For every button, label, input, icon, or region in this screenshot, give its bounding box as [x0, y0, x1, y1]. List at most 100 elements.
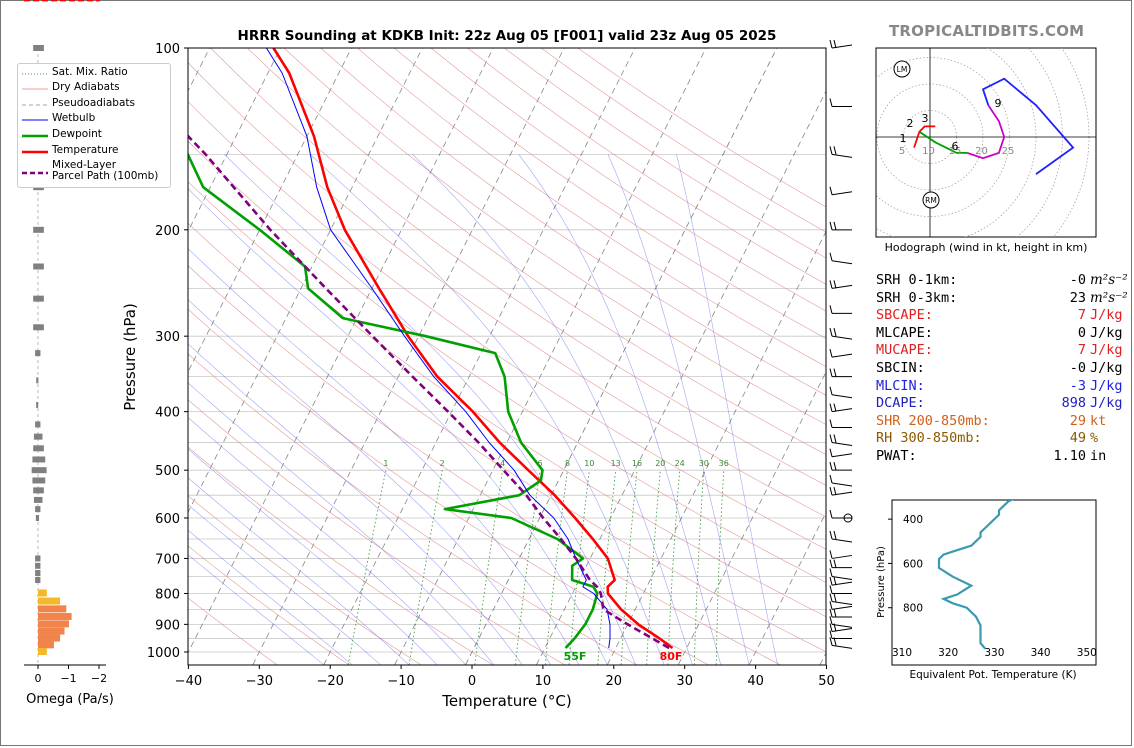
- pseudoadiabat: [188, 382, 495, 665]
- mixing-ratio-line: [646, 470, 661, 665]
- isotherm-line: [188, 48, 423, 514]
- pseudoadiabat: [188, 343, 523, 665]
- chart-legend: Sat. Mix. Ratio Dry Adiabats Pseudoadiab…: [17, 63, 171, 188]
- hodograph-trace: [981, 77, 1075, 175]
- stat-label: PWAT:: [876, 447, 917, 464]
- dry-adiabat: [188, 545, 350, 665]
- hodograph-clip-group: [876, 48, 1096, 237]
- stat-row: PWAT: 1.10 in: [876, 448, 1128, 466]
- stat-label: SRH 0-3km:: [876, 289, 958, 306]
- dry-adiabat: [357, 48, 826, 367]
- stat-unit: J/kg: [1090, 342, 1123, 359]
- sounding-stats: SRH 0-1km: -0 m²s⁻² SRH 0-3km: 23 m²s⁻² SBCAPE…: [876, 272, 1128, 466]
- wind-barb: [829, 328, 853, 340]
- dry-adiabat: [188, 181, 826, 618]
- hodograph-trace: [966, 104, 1006, 160]
- pseudoadiabat: [188, 504, 381, 665]
- barb-flag: [829, 509, 833, 519]
- stat-value: -0: [1069, 359, 1086, 376]
- surface-dewpoint-label: 55F: [564, 650, 587, 663]
- hodograph-ring-label: 10: [922, 146, 935, 157]
- wind-barb: [829, 559, 852, 569]
- wind-barb: [829, 305, 852, 314]
- omega-bar-orange: [38, 597, 61, 605]
- isotherm-line: [188, 48, 352, 373]
- stat-unit: m²s⁻²: [1090, 272, 1128, 288]
- wind-barb: [829, 577, 853, 586]
- hodograph-ring-label: 5: [899, 146, 905, 157]
- stat-value: -0: [1069, 272, 1086, 288]
- stat-unit: J/kg: [1090, 307, 1123, 324]
- stat-label: DCAPE:: [876, 395, 925, 412]
- theta-e-x-tick-label: 340: [1031, 647, 1051, 659]
- wind-barb: [829, 98, 852, 108]
- theta-e-frame: [891, 499, 1097, 666]
- theta-e-y-tick-label: 800: [903, 603, 923, 615]
- wind-barb: [829, 221, 852, 231]
- dry-adiabat: [188, 597, 278, 665]
- theta-e-line: [937, 500, 1014, 650]
- wind-barb: [829, 487, 853, 496]
- isotherm-line: [188, 48, 494, 654]
- stat-row: MUCAPE: 7 J/kg: [876, 342, 1128, 360]
- stat-unit: %: [1090, 430, 1099, 447]
- omega-tick-label: −2: [91, 672, 107, 685]
- barb-flag: [833, 328, 837, 337]
- barb-flag: [829, 328, 833, 337]
- mixing-ratio-label: 1: [383, 459, 388, 468]
- isotherm-line: [465, 48, 778, 665]
- omega-bar: [33, 263, 44, 270]
- x-tick-label: 50: [818, 674, 835, 689]
- pseudoadiabat: [188, 554, 324, 665]
- barb-staff: [831, 623, 853, 628]
- barb-flag: [833, 39, 837, 49]
- barb-flag: [833, 221, 837, 230]
- left-mover-label: LM: [897, 65, 908, 74]
- omega-bar: [31, 467, 47, 474]
- wind-barb: [829, 448, 853, 458]
- stat-unit: in: [1090, 447, 1107, 464]
- mixing-ratio-line: [544, 470, 568, 665]
- stat-row: SBCAPE: 7 J/kg: [876, 307, 1128, 325]
- hodograph-ring-label: 20: [975, 146, 988, 157]
- pseudoadiabat: [188, 188, 608, 665]
- barb-flag: [829, 616, 833, 625]
- barb-staff: [831, 260, 853, 265]
- stat-label: RH 300-850mb:: [876, 430, 982, 447]
- pseudoadiabat: [518, 154, 722, 665]
- series-line-wetbulb: [265, 48, 611, 649]
- stat-unit: J/kg: [1090, 324, 1123, 341]
- barb-flag: [829, 577, 833, 586]
- pseudoadiabat: [188, 529, 353, 665]
- hodograph-height-label: 3: [922, 112, 929, 125]
- wind-barb: [829, 434, 853, 447]
- mixing-ratio-label: 36: [719, 459, 729, 468]
- mixing-ratio-label: 4: [500, 459, 505, 468]
- y-tick-label: 300: [155, 330, 180, 345]
- x-tick-label: 20: [606, 674, 623, 689]
- x-tick-label: 30: [676, 674, 693, 689]
- barb-flag: [833, 530, 837, 540]
- wind-barb: [829, 593, 853, 606]
- barb-flag: [833, 403, 837, 412]
- barb-flag: [829, 568, 833, 577]
- y-tick-label: 700: [155, 552, 180, 567]
- theta-e-x-tick-label: 330: [984, 647, 1004, 659]
- y-tick-label: 100: [155, 42, 180, 57]
- isotherm-line: [188, 48, 281, 233]
- y-axis-label: Pressure (hPa): [121, 303, 139, 411]
- barb-staff: [831, 628, 853, 633]
- stat-row: SRH 0-3km: 23 m²s⁻²: [876, 290, 1128, 308]
- barb-flag: [829, 637, 833, 646]
- barb-flag: [829, 221, 833, 230]
- barb-flag: [829, 349, 833, 358]
- skewt-axes: [184, 47, 827, 669]
- pseudoadiabat: [188, 477, 410, 665]
- stat-unit: J/kg: [1090, 359, 1123, 376]
- hodograph-panel: [875, 47, 1097, 238]
- wind-barb: [829, 601, 853, 610]
- barb-flag: [833, 593, 837, 602]
- series-line-mixed-layer-parcel-path-mb-: [188, 134, 670, 650]
- pseudoadiabat: [188, 248, 580, 665]
- barb-flag: [833, 434, 837, 443]
